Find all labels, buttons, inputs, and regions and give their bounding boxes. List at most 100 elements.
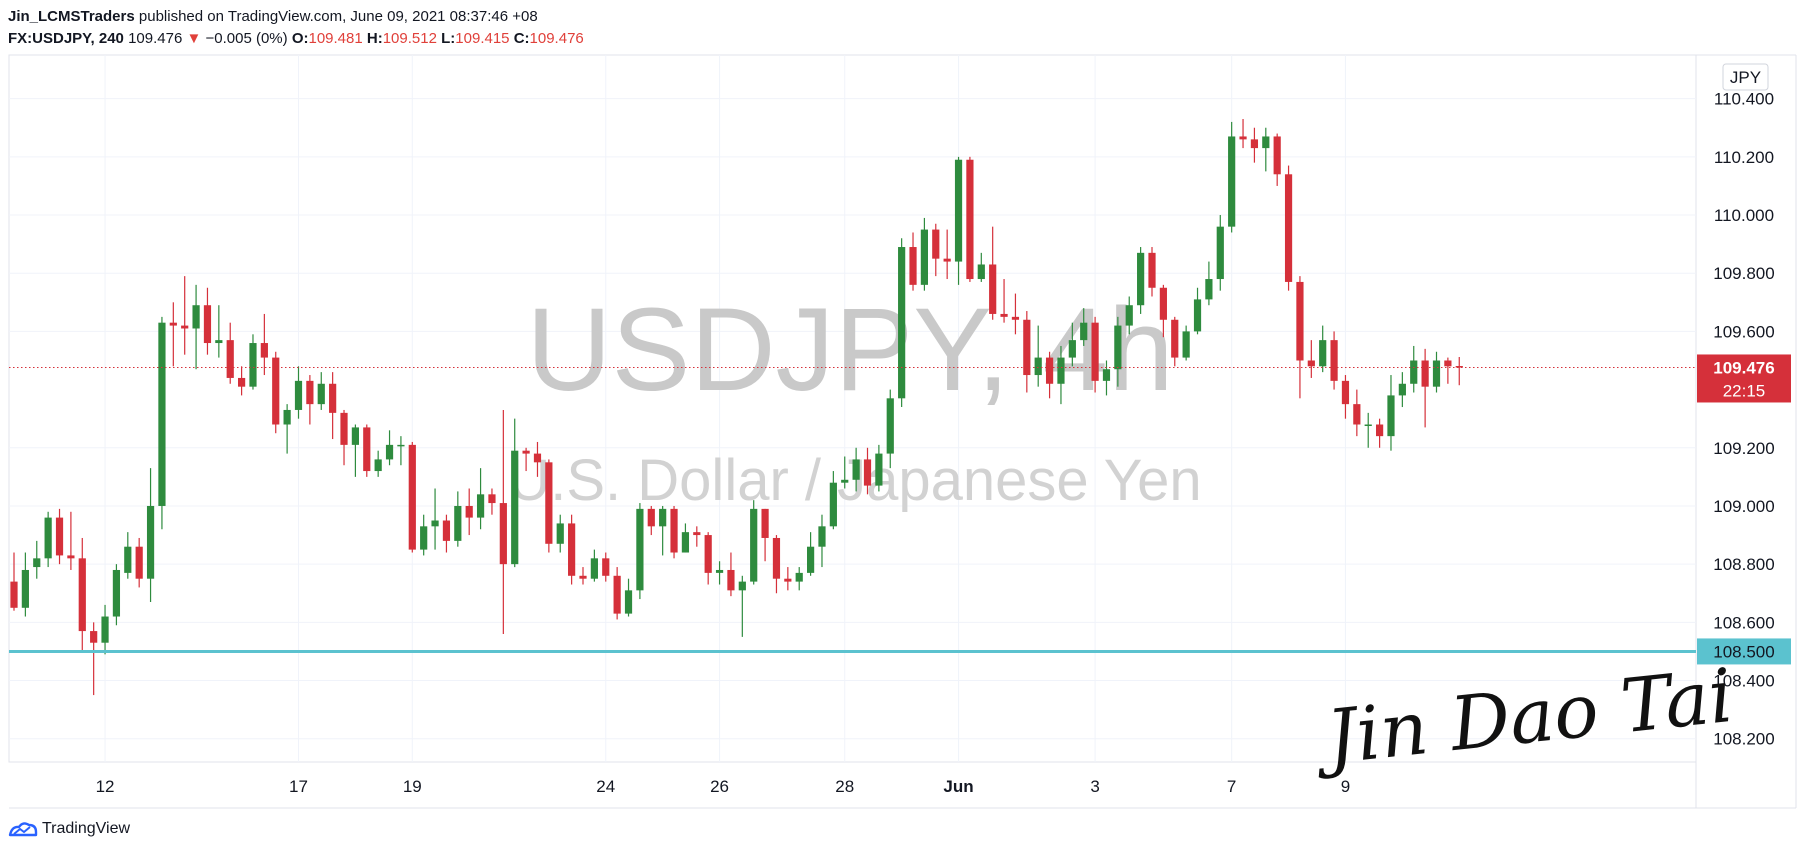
- candle-body: [1432, 360, 1441, 387]
- time-tick-label: 9: [1341, 777, 1350, 796]
- candle-body: [1205, 279, 1213, 300]
- candle-body: [226, 340, 234, 378]
- candle-body: [807, 546, 815, 573]
- candle-body: [932, 229, 940, 259]
- candle-body: [78, 558, 86, 632]
- candle-body: [351, 427, 359, 445]
- candle-body: [1102, 369, 1111, 381]
- candle-body: [1296, 281, 1304, 361]
- price-tick-label: 108.800: [1713, 555, 1774, 574]
- candle-body: [1148, 252, 1156, 288]
- candle-body: [1045, 357, 1054, 384]
- candle-body: [1273, 136, 1281, 175]
- close-label: C:: [513, 30, 530, 47]
- last-price-tag: [1697, 354, 1791, 403]
- candle-body: [476, 494, 485, 518]
- candle-body: [1091, 322, 1099, 381]
- plot-frame: [8, 54, 1697, 763]
- candle-body: [44, 517, 52, 559]
- time-tick-label: 24: [596, 777, 615, 796]
- candle-body: [1353, 404, 1361, 425]
- candle-body: [1410, 360, 1418, 384]
- price-tick-label: 110.000: [1714, 206, 1774, 225]
- watermark-title: USDJPY, 4h: [526, 284, 1173, 416]
- candle-body: [1250, 139, 1259, 149]
- candles: [10, 119, 1463, 696]
- candle-body: [397, 444, 405, 447]
- candle-body: [886, 398, 894, 454]
- candle-body: [169, 322, 177, 326]
- candle-body: [1455, 366, 1463, 368]
- time-tick-label: 26: [710, 777, 729, 796]
- price-axis[interactable]: 110.400 110.200 110.000 109.800 109.600 109.2…: [1713, 90, 1774, 749]
- candle-body: [954, 159, 963, 262]
- candle-body: [1023, 319, 1031, 376]
- candle-body: [442, 520, 451, 541]
- close-value: 109.476: [529, 30, 584, 47]
- candle-body: [1114, 325, 1122, 370]
- tradingview-logo-icon: [8, 822, 38, 837]
- time-tick-label: 12: [96, 777, 115, 796]
- time-tick-label: 3: [1090, 777, 1099, 796]
- candle-body: [90, 631, 98, 643]
- tradingview-brand[interactable]: TradingView: [42, 820, 131, 837]
- support-price-tag: [1697, 638, 1791, 665]
- candle-body: [1182, 331, 1190, 358]
- candle-body: [613, 575, 621, 614]
- candle-body: [522, 450, 530, 454]
- candle-body: [1159, 287, 1167, 320]
- candle-body: [55, 517, 64, 556]
- candle-body: [568, 523, 576, 576]
- candle-body: [1341, 380, 1350, 405]
- author-name[interactable]: Jin_LCMSTraders: [8, 8, 135, 25]
- candle-body: [898, 247, 906, 399]
- candle-body: [1387, 395, 1395, 437]
- candle-body: [556, 523, 564, 544]
- candle-body: [738, 581, 746, 591]
- time-tick-label: 7: [1227, 777, 1236, 796]
- candle-body: [1444, 360, 1452, 367]
- candle-body: [488, 494, 496, 504]
- candle-body: [181, 325, 189, 329]
- candle-body: [101, 616, 109, 643]
- price-tick-label: 110.200: [1714, 148, 1774, 167]
- high-label: H:: [366, 30, 383, 47]
- bar-countdown-label: 22:15: [1723, 381, 1766, 400]
- candle-body: [977, 264, 985, 280]
- candle-body: [1080, 322, 1088, 341]
- high-value: 109.512: [382, 30, 437, 47]
- price-tick-label: 109.000: [1713, 497, 1774, 516]
- candle-body: [306, 380, 314, 405]
- candle-body: [1068, 340, 1076, 358]
- time-axis[interactable]: 12 17 19 24 26 28 Jun 3 7 9: [96, 777, 1351, 796]
- candle-body: [21, 569, 29, 608]
- candle-body: [875, 453, 883, 486]
- candle-body: [772, 537, 781, 579]
- candle-body: [602, 558, 610, 576]
- candle-body: [283, 409, 291, 425]
- candle-body: [1307, 360, 1315, 367]
- candle-body: [374, 459, 382, 472]
- candle-body: [10, 581, 18, 608]
- currency-badge[interactable]: JPY: [1722, 63, 1769, 91]
- candle-body: [465, 505, 473, 518]
- level-lines: 108.500 109.476 22:15: [9, 354, 1791, 665]
- candle-body: [146, 505, 155, 579]
- chart-header: Jin_LCMSTraders published on TradingView…: [8, 6, 584, 50]
- candle-body: [192, 305, 200, 329]
- candle-body: [431, 520, 439, 527]
- currency-badge-box: [1722, 63, 1769, 91]
- candle-body: [1262, 136, 1270, 149]
- candle-body: [579, 575, 587, 579]
- time-tick-label: Jun: [943, 777, 973, 796]
- candle-body: [659, 508, 667, 527]
- candle-body: [135, 546, 143, 579]
- candle-body: [750, 508, 758, 582]
- candle-body: [317, 383, 325, 405]
- grid-lines: [9, 55, 1696, 762]
- time-tick-label: 17: [289, 777, 308, 796]
- candle-body: [67, 555, 75, 559]
- candle-body: [1011, 316, 1020, 320]
- candle-body: [420, 526, 428, 550]
